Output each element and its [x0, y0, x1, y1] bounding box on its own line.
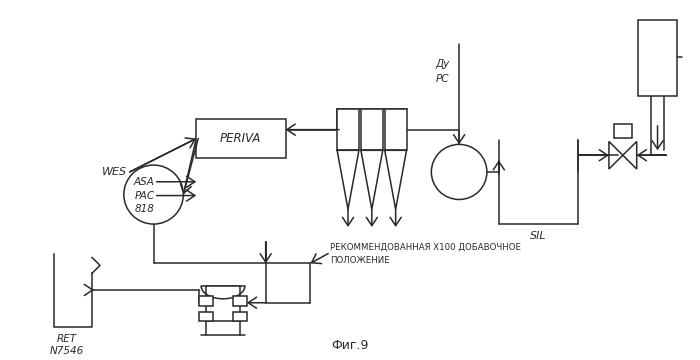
Text: РС: РС: [435, 75, 449, 85]
Circle shape: [431, 144, 487, 199]
Text: ПОЛОЖЕНИЕ: ПОЛОЖЕНИЕ: [330, 256, 390, 265]
Bar: [233, 312, 247, 321]
Text: N7546: N7546: [50, 346, 85, 356]
Bar: [199, 296, 213, 306]
Bar: [385, 109, 407, 150]
Bar: [196, 119, 286, 158]
Text: RET: RET: [57, 334, 77, 344]
Bar: [361, 109, 383, 150]
Text: Ду: Ду: [435, 59, 449, 69]
Text: 818: 818: [134, 204, 155, 214]
Text: РЕКОММЕНДОВАННАЯ Х100 ДОБАВОЧНОЕ: РЕКОММЕНДОВАННАЯ Х100 ДОБАВОЧНОЕ: [330, 242, 522, 251]
Text: PAC: PAC: [134, 190, 155, 201]
Text: ASA: ASA: [134, 177, 155, 187]
Bar: [337, 109, 359, 150]
Bar: [233, 296, 247, 306]
Bar: [199, 312, 213, 321]
Bar: [206, 286, 240, 321]
Text: Фиг.9: Фиг.9: [331, 338, 369, 352]
Text: SIL: SIL: [530, 231, 547, 241]
Circle shape: [124, 165, 183, 224]
Bar: [638, 21, 678, 96]
Text: WES: WES: [102, 167, 127, 177]
Bar: [614, 124, 631, 138]
Text: PERIVA: PERIVA: [220, 132, 262, 145]
